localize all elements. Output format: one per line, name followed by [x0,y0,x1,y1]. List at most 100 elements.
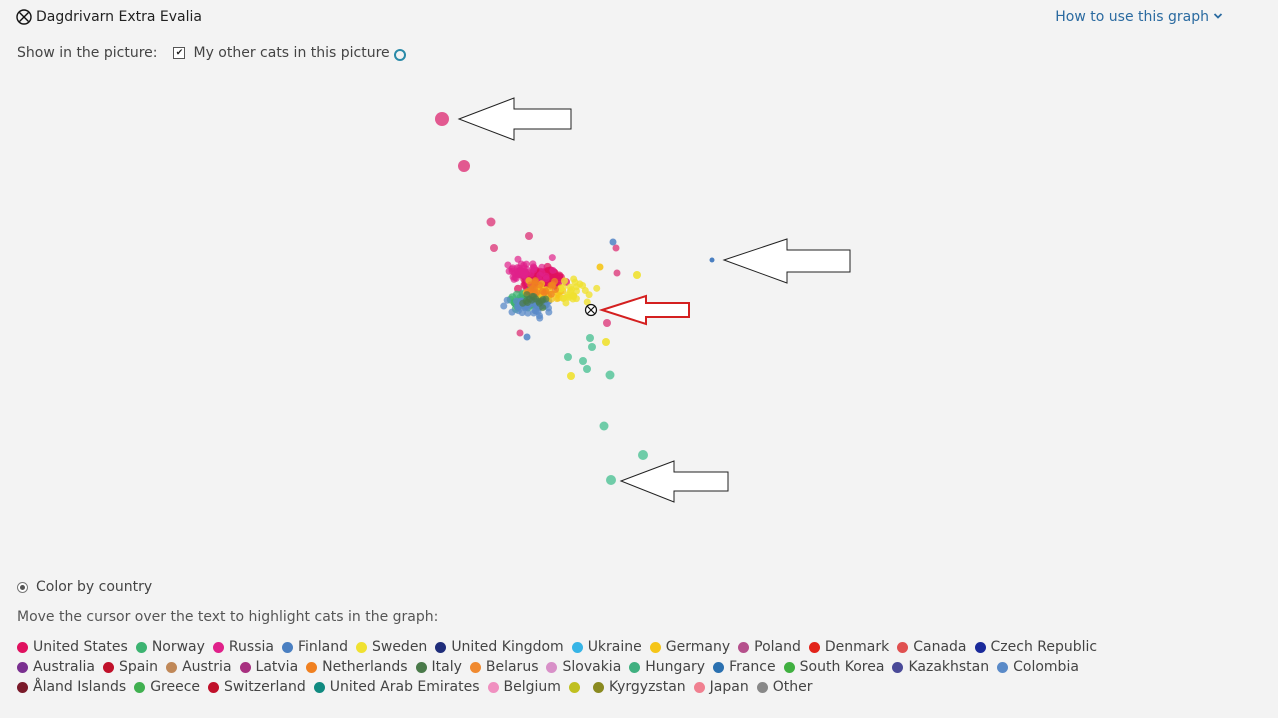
cat-point[interactable] [500,302,508,310]
legend-item[interactable] [568,681,585,693]
legend-item[interactable]: Switzerland [208,677,306,697]
cat-point[interactable] [561,277,569,285]
legend-item[interactable]: Finland [281,637,348,657]
info-circle-icon[interactable] [393,48,406,61]
cat-point[interactable] [529,265,537,273]
cat-point[interactable] [583,298,591,306]
legend-item[interactable]: Australia [17,657,95,677]
cat-point[interactable] [549,281,557,289]
cat-point[interactable] [527,281,535,289]
cat-point[interactable] [596,263,604,271]
legend-item[interactable]: Poland [738,637,801,657]
cat-point[interactable] [599,421,609,431]
cat-point[interactable] [523,333,531,341]
how-to-use-link[interactable]: How to use this graph [1055,7,1223,27]
legend-item[interactable]: Austria [166,657,232,677]
legend-item[interactable]: Netherlands [306,657,408,677]
color-by-radio[interactable] [17,581,28,593]
cat-point[interactable] [514,303,522,311]
cat-point[interactable] [559,283,567,291]
legend-item[interactable]: Latvia [239,657,298,677]
cat-point[interactable] [435,112,449,126]
legend-item[interactable]: Kazakhstan [892,657,989,677]
legend-item[interactable]: Åland Islands [17,677,126,697]
cat-point[interactable] [709,257,715,263]
legend-item[interactable]: France [713,657,776,677]
current-cat-marker[interactable] [584,303,598,317]
cat-point[interactable] [525,232,533,240]
cat-point[interactable] [534,308,542,316]
legend-item[interactable]: Czech Republic [974,637,1097,657]
legend-item[interactable]: Japan [693,677,749,697]
legend-item[interactable]: Denmark [808,637,889,657]
legend-item[interactable]: Italy [415,657,462,677]
cat-point[interactable] [516,329,524,337]
legend-item[interactable]: Greece [134,677,200,697]
cat-point[interactable] [585,291,593,299]
cat-point[interactable] [586,334,594,342]
legend-item[interactable]: Slovakia [546,657,621,677]
color-by-country-option[interactable]: Color by country [17,577,152,597]
cat-point[interactable] [513,270,521,278]
cat-point[interactable] [505,267,513,275]
legend-item[interactable]: United Arab Emirates [313,677,480,697]
legend-item[interactable]: Spain [102,657,158,677]
legend-item[interactable]: Norway [135,637,205,657]
cat-point[interactable] [588,343,596,351]
cat-point[interactable] [606,475,616,485]
cat-point[interactable] [514,255,522,263]
legend-item[interactable]: Other [756,677,812,697]
cat-point[interactable] [571,278,579,286]
legend-item[interactable]: South Korea [783,657,884,677]
cat-point[interactable] [503,296,511,304]
cat-point[interactable] [536,281,544,289]
cat-point[interactable] [538,297,546,305]
legend-item[interactable]: Belgium [487,677,561,697]
cat-point[interactable] [593,284,601,292]
cat-point[interactable] [458,160,470,172]
cat-point[interactable] [490,244,498,252]
cat-point[interactable] [553,295,561,303]
cat-point[interactable] [542,287,550,295]
cat-point[interactable] [522,297,530,305]
cat-point[interactable] [564,353,572,361]
cat-point[interactable] [536,314,544,322]
cat-point[interactable] [547,295,555,303]
cat-point[interactable] [536,271,544,279]
cat-point[interactable] [486,217,496,227]
cat-point[interactable] [538,263,546,271]
legend-item[interactable]: Canada [897,637,967,657]
cat-point[interactable] [519,268,527,276]
legend-item[interactable]: Germany [649,637,730,657]
cat-point[interactable] [603,319,611,327]
legend-item[interactable]: Kyrgyzstan [592,677,686,697]
cat-point[interactable] [562,299,570,307]
cat-point[interactable] [579,282,587,290]
cat-point[interactable] [579,357,587,365]
legend-item[interactable]: Colombia [997,657,1079,677]
legend-item[interactable]: United States [17,637,128,657]
cat-point[interactable] [567,372,575,380]
legend-item[interactable]: Hungary [629,657,705,677]
cat-point[interactable] [508,308,516,316]
legend-item[interactable]: Ukraine [571,637,642,657]
cat-point[interactable] [613,269,621,277]
legend-item[interactable]: Russia [212,637,274,657]
cat-point[interactable] [638,450,648,460]
cat-point[interactable] [602,338,610,346]
cat-point[interactable] [609,238,617,246]
cat-point[interactable] [549,266,557,274]
cat-point[interactable] [612,244,620,252]
cat-point[interactable] [542,275,550,283]
cat-point[interactable] [633,271,641,279]
legend-item[interactable]: United Kingdom [435,637,564,657]
other-cats-label[interactable]: My other cats in this picture [193,45,390,61]
cat-point[interactable] [583,365,591,373]
cat-point[interactable] [539,304,547,312]
legend-item[interactable]: Belarus [469,657,538,677]
cat-point[interactable] [547,290,555,298]
cat-point[interactable] [524,309,532,317]
cat-point[interactable] [569,292,577,300]
other-cats-checkbox[interactable]: ✔ [173,47,186,59]
cat-point[interactable] [548,254,556,262]
